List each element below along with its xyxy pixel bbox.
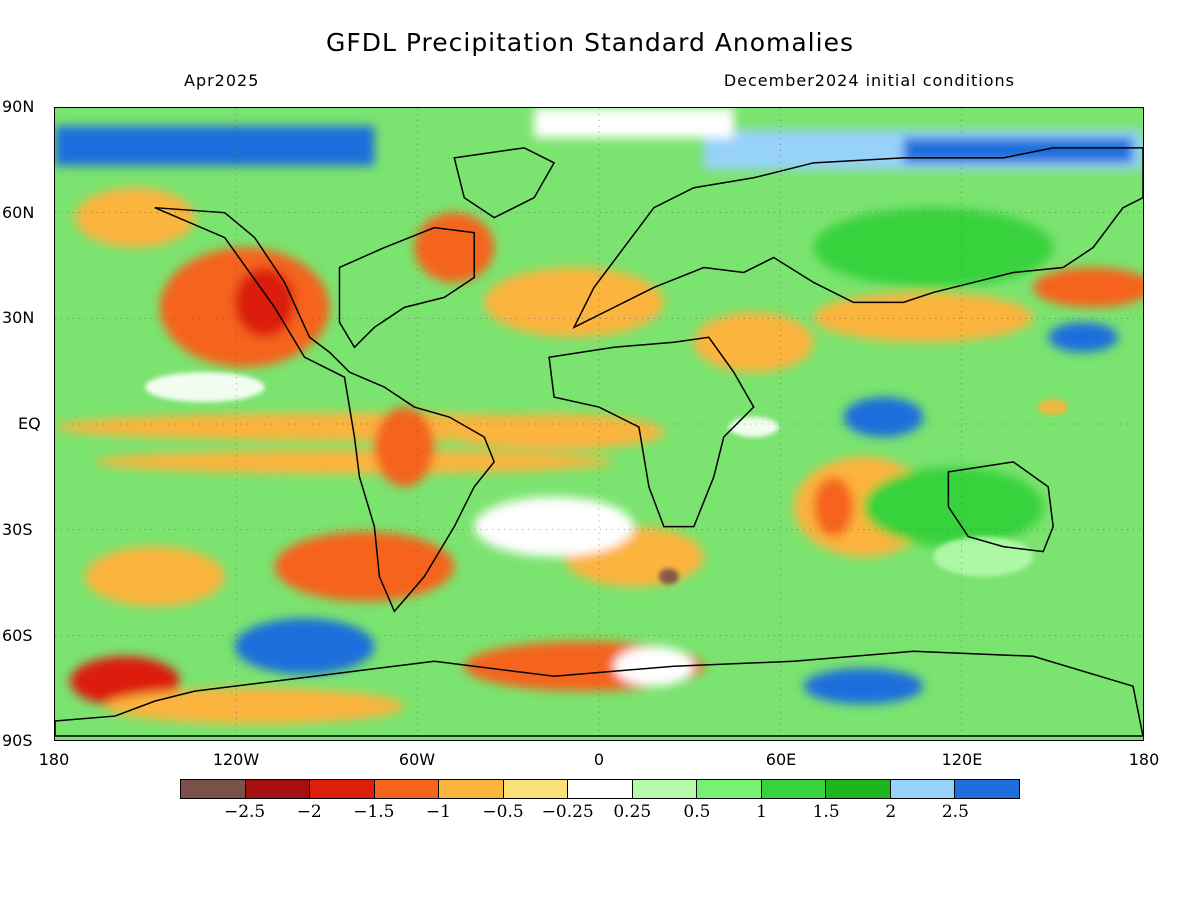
- lat-label-90n: 90N: [2, 97, 35, 116]
- chart-title: GFDL Precipitation Standard Anomalies: [326, 28, 854, 57]
- colorbar-label: 0.5: [683, 802, 711, 822]
- colorbar-swatch: [890, 780, 956, 798]
- colorbar-swatch: [955, 780, 1019, 798]
- lat-label-90s: 90S: [2, 731, 33, 750]
- initial-conditions-label: December2024 initial conditions: [723, 71, 1015, 90]
- lon-label-180e: 180: [1128, 750, 1160, 769]
- colorbar-swatch: [697, 780, 762, 798]
- lat-label-60n: 60N: [2, 203, 35, 222]
- colorbar-label: 2.5: [941, 802, 969, 822]
- lat-label-30n: 30N: [2, 308, 35, 327]
- colorbar-swatch: [568, 780, 633, 798]
- lon-label-120e: 120E: [941, 750, 983, 769]
- colorbar-label: −1: [425, 802, 451, 822]
- colorbar-swatch: [245, 780, 311, 798]
- lon-label-180w: 180: [38, 750, 70, 769]
- colorbar-swatch: [503, 780, 569, 798]
- colorbar-swatch: [310, 780, 375, 798]
- anomaly-map: [54, 107, 1144, 741]
- colorbar-swatch: [632, 780, 698, 798]
- colorbar-swatch: [761, 780, 827, 798]
- coastlines: [55, 147, 1143, 737]
- forecast-month-label: Apr2025: [184, 71, 260, 90]
- colorbar-swatch: [181, 780, 246, 798]
- colorbar-swatch: [826, 780, 891, 798]
- colorbar-swatch: [439, 780, 504, 798]
- lat-label-60s: 60S: [2, 626, 33, 645]
- colorbar-label: −0.5: [482, 802, 524, 822]
- colorbar-label: 1.5: [812, 802, 840, 822]
- lon-label-0: 0: [593, 750, 605, 769]
- anomaly-field: [55, 108, 1143, 740]
- lon-label-60w: 60W: [398, 750, 436, 769]
- colorbar-label: 2: [885, 802, 897, 822]
- lat-label-30s: 30S: [2, 520, 33, 539]
- colorbar-label: −1.5: [353, 802, 395, 822]
- colorbar: [180, 779, 1020, 799]
- lat-label-eq: EQ: [18, 414, 41, 433]
- colorbar-label: −2.5: [223, 802, 266, 822]
- colorbar-swatch: [374, 780, 440, 798]
- lon-label-120w: 120W: [212, 750, 260, 769]
- colorbar-label: −0.25: [541, 802, 594, 822]
- colorbar-label: 1: [756, 802, 767, 822]
- colorbar-label: −2: [296, 802, 322, 822]
- lon-label-60e: 60E: [765, 750, 797, 769]
- colorbar-label: 0.25: [613, 802, 652, 822]
